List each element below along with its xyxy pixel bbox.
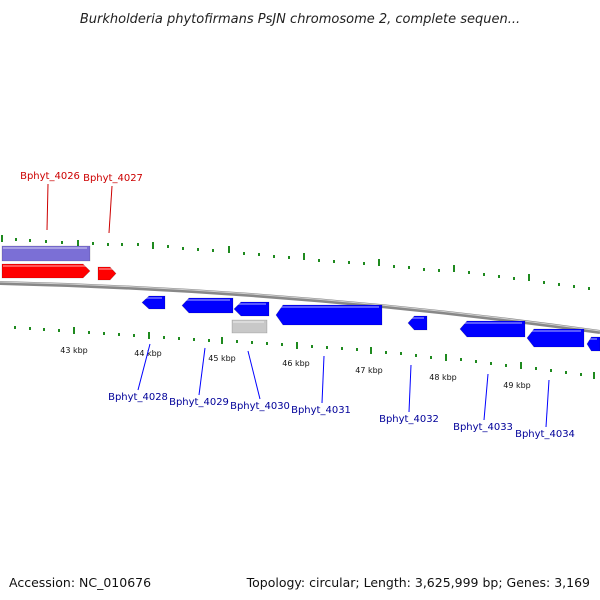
scale-label: 43 kbp (60, 346, 88, 355)
gene-bphyt-4032-shine (409, 317, 424, 319)
gene-bphyt-4026-highlight-shine (3, 247, 87, 249)
leader-line (321, 355, 325, 404)
gene-bphyt-4033-shine (461, 322, 522, 324)
gene-label[interactable]: Bphyt_4032 (379, 414, 439, 425)
gene-bphyt-4030[interactable] (233, 301, 270, 317)
gene-partial-right[interactable] (586, 336, 600, 352)
leader-line (545, 379, 550, 428)
scale-label: 45 kbp (208, 354, 236, 363)
leader-line (483, 373, 489, 421)
gene-bphyt-4029-shine (183, 299, 230, 301)
gene-bphyt-4030-pseudo[interactable] (231, 319, 268, 334)
gene-bphyt-4031[interactable] (275, 304, 383, 326)
gene-label[interactable]: Bphyt_4031 (291, 405, 351, 416)
gene-bphyt-4034-shine (528, 330, 581, 332)
chromosome-backbone-highlight (0, 281, 600, 332)
scale-label: 49 kbp (503, 381, 531, 390)
gene-partial-right-shine (588, 338, 597, 340)
gene-label[interactable]: Bphyt_4026 (20, 171, 80, 182)
leader-line (46, 183, 49, 231)
gene-bphyt-4033[interactable] (459, 320, 526, 338)
gene-label[interactable]: Bphyt_4033 (453, 422, 513, 433)
gene-bphyt-4030-shine (235, 303, 266, 305)
gene-bphyt-4028-shine (143, 297, 162, 299)
genome-summary-text: Topology: circular; Length: 3,625,999 bp… (246, 575, 590, 590)
gene-label[interactable]: Bphyt_4028 (108, 392, 168, 403)
gene-labels: Bphyt_4026 Bphyt_4027 Bphyt_4028 Bphyt_4029… (20, 171, 575, 440)
upper-tick-track (1, 235, 590, 290)
accession-text: Accession: NC_010676 (9, 575, 151, 590)
gene-bphyt-4032[interactable] (407, 315, 428, 331)
gene-bphyt-4029[interactable] (181, 297, 234, 314)
leader-line (247, 350, 261, 400)
gene-label[interactable]: Bphyt_4034 (515, 429, 575, 440)
gene-bphyt-4026-shine (3, 265, 87, 267)
gene-label[interactable]: Bphyt_4030 (230, 401, 290, 412)
leader-line (137, 343, 151, 391)
leader-line (198, 347, 206, 396)
lower-tick-track (14, 326, 595, 379)
scale-label: 46 kbp (282, 359, 310, 368)
gene-bphyt-4031-shine (277, 306, 379, 308)
leader-line (408, 364, 412, 413)
gene-bphyt-4027-shine (99, 268, 113, 270)
scale-label: 47 kbp (355, 366, 383, 375)
chromosome-backbone (0, 281, 600, 334)
gene-bphyt-4026[interactable] (1, 263, 91, 279)
gene-track (1, 245, 600, 352)
gene-label[interactable]: Bphyt_4027 (83, 173, 143, 184)
gene-bphyt-4030-pseudo-shine (233, 321, 264, 323)
map-title: Burkholderia phytofirmans PsJN chromosom… (80, 12, 520, 27)
gene-bphyt-4026-highlight[interactable] (1, 245, 91, 262)
gene-bphyt-4034[interactable] (526, 328, 585, 348)
gene-label[interactable]: Bphyt_4029 (169, 397, 229, 408)
gene-bphyt-4028[interactable] (141, 295, 166, 310)
gene-bphyt-4027[interactable] (97, 266, 117, 281)
leader-line (108, 185, 113, 234)
scale-label: 48 kbp (429, 373, 457, 382)
